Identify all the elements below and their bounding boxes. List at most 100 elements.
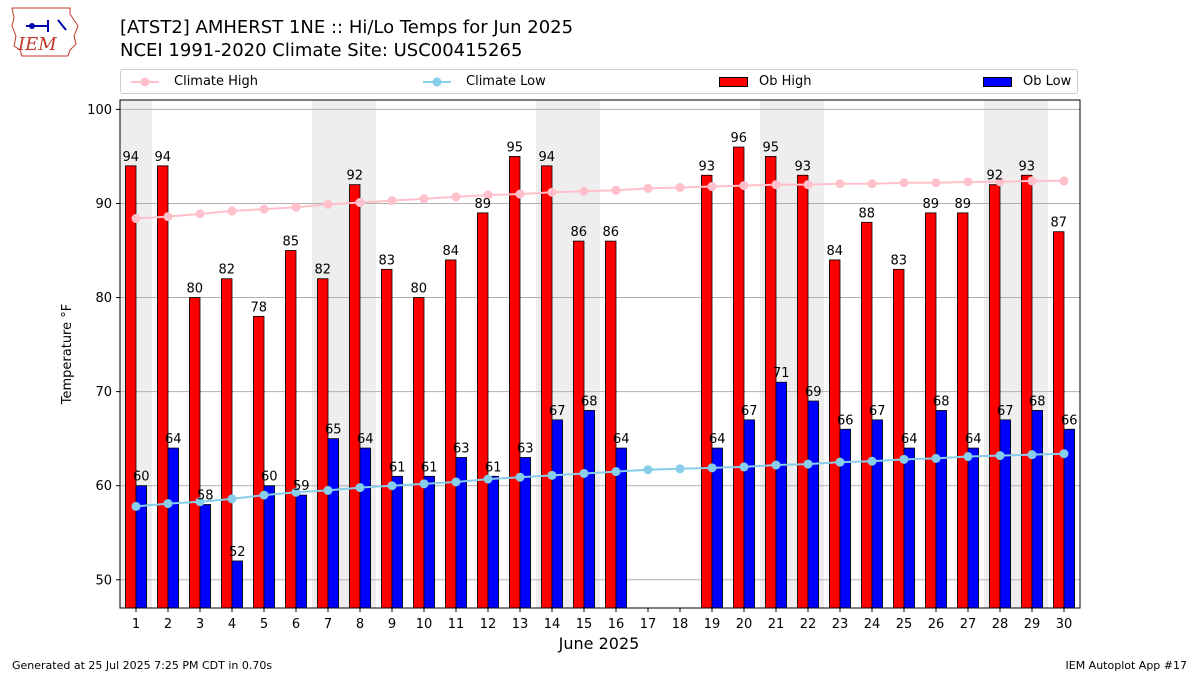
ob-low-bar	[263, 485, 275, 609]
ob-high-bar	[125, 165, 137, 609]
ob-high-bar	[157, 165, 169, 609]
climate-low-point	[483, 474, 493, 484]
ob-high-bar	[317, 278, 329, 609]
climate-high-point	[771, 180, 781, 190]
climate-low-point	[803, 459, 813, 469]
x-tick-label: 25	[896, 617, 913, 632]
climate-low-point	[1059, 449, 1069, 459]
y-tick-label: 60	[95, 479, 112, 494]
x-tick-label: 18	[672, 617, 689, 632]
bar-value-label: 67	[741, 404, 758, 419]
bar-value-label: 92	[986, 169, 1003, 184]
bar-value-label: 60	[261, 470, 278, 485]
climate-high-point	[323, 199, 333, 209]
ob-low-bar	[295, 494, 307, 609]
climate-high-point	[611, 185, 621, 195]
chart-subtitle: NCEI 1991-2020 Climate Site: USC00415265	[120, 40, 523, 61]
x-tick-label: 23	[832, 617, 849, 632]
legend: Climate High Climate Low Ob High Ob Low	[120, 69, 1078, 94]
climate-high-point	[291, 202, 301, 212]
ob-low-bar	[487, 475, 499, 609]
ob-low-bar	[1031, 410, 1043, 609]
ob-high-bar	[605, 240, 617, 609]
y-tick-label: 50	[95, 573, 112, 588]
climate-low-point	[963, 452, 973, 462]
legend-label: Ob High	[759, 74, 812, 89]
x-axis-label: June 2025	[558, 634, 640, 653]
climate-low-point	[515, 472, 525, 482]
bar-value-label: 64	[165, 432, 182, 447]
legend-label: Ob Low	[1023, 74, 1072, 89]
bar-value-label: 64	[965, 432, 982, 447]
bar-value-label: 69	[805, 385, 822, 400]
climate-low-point	[899, 454, 909, 464]
logo-text: IEM	[17, 34, 57, 55]
climate-low-point	[195, 497, 205, 507]
climate-high-point	[739, 181, 749, 191]
ob-low-bar	[999, 419, 1011, 609]
ob-high-bar	[253, 315, 265, 609]
ob-low-bar	[167, 447, 179, 609]
x-tick-label: 11	[448, 617, 465, 632]
climate-low-point	[387, 481, 397, 491]
ob-low-bar	[231, 560, 243, 609]
ob-high-bar	[189, 297, 201, 609]
climate-high-point	[195, 209, 205, 219]
bar-value-label: 58	[197, 489, 214, 504]
bar-value-label: 68	[933, 394, 950, 409]
climate-low-point	[291, 487, 301, 497]
climate-low-point	[931, 453, 941, 463]
bar-value-label: 93	[698, 159, 715, 174]
bar-value-label: 86	[602, 225, 619, 240]
climate-high-point	[387, 196, 397, 206]
x-tick-label: 26	[928, 617, 945, 632]
bar-value-label: 80	[410, 282, 427, 297]
climate-high-point	[643, 183, 653, 193]
ob-high-bar	[509, 156, 521, 609]
ob-low-bar	[839, 428, 851, 609]
bar-value-label: 61	[485, 460, 502, 475]
climate-low-point	[579, 468, 589, 478]
ob-low-bar	[327, 438, 339, 609]
bar-value-label: 66	[837, 413, 854, 428]
climate-low-point	[227, 494, 237, 504]
x-tick-label: 9	[388, 617, 396, 632]
climate-low-point	[835, 457, 845, 467]
bar-value-label: 95	[506, 140, 523, 155]
ob-high-bar	[413, 297, 425, 609]
ob-high-bar	[477, 212, 489, 609]
climate-high-point	[803, 180, 813, 190]
x-tick-label: 4	[228, 617, 236, 632]
bar-value-label: 64	[613, 432, 630, 447]
climate-low-point	[163, 499, 173, 509]
bar-value-label: 84	[826, 244, 843, 259]
bar-value-label: 66	[1061, 413, 1078, 428]
bar-value-label: 94	[538, 150, 555, 165]
chart-title: [ATST2] AMHERST 1NE :: Hi/Lo Temps for J…	[120, 17, 574, 38]
bar-value-label: 85	[282, 235, 299, 250]
ob-low-bar	[903, 447, 915, 609]
bar-value-label: 95	[762, 140, 779, 155]
climate-high-point	[227, 206, 237, 216]
ob-low-bar	[807, 400, 819, 609]
x-tick-label: 19	[704, 617, 721, 632]
x-tick-label: 22	[800, 617, 817, 632]
ob-low-bar	[775, 381, 787, 609]
climate-high-point	[483, 190, 493, 200]
climate-high-point	[355, 198, 365, 208]
ob-low-bar	[423, 475, 435, 609]
bar-value-label: 63	[453, 441, 470, 456]
iem-logo: IEM	[11, 7, 79, 57]
x-tick-label: 14	[544, 617, 561, 632]
climate-low-point	[259, 490, 269, 500]
climate-low-point	[675, 464, 685, 474]
line-marker-icon	[131, 77, 159, 87]
climate-low-point	[1027, 450, 1037, 460]
bar-value-label: 88	[858, 206, 875, 221]
bar-value-label: 94	[154, 150, 171, 165]
bar-swatch-icon	[983, 77, 1012, 87]
x-tick-label: 15	[576, 617, 593, 632]
bar-value-label: 52	[229, 545, 246, 560]
